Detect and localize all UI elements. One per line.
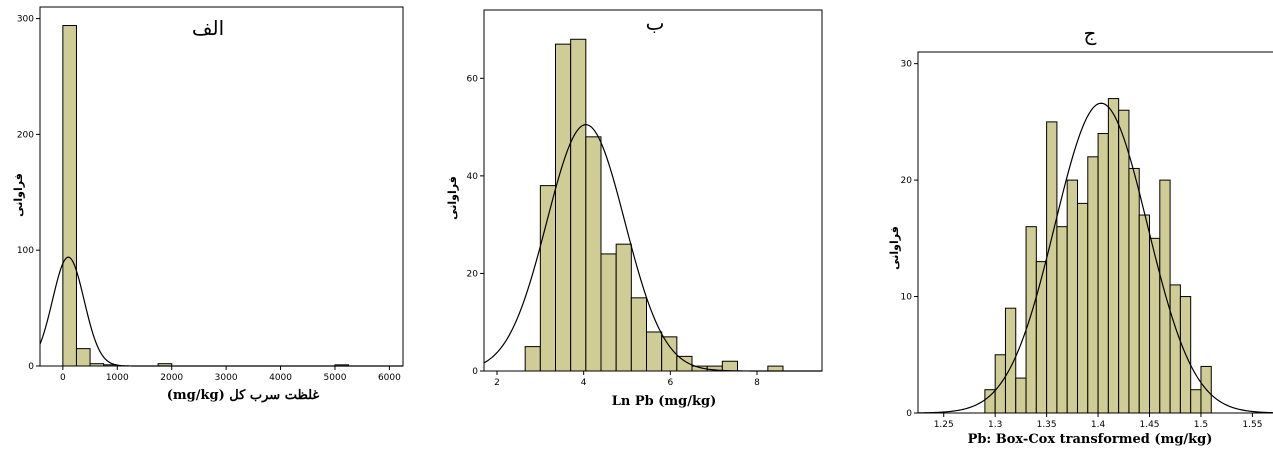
y-tick-label: 200 [17, 130, 34, 140]
panel-title: ج [1084, 21, 1097, 45]
y-tick-label: 300 [17, 15, 34, 25]
histogram-bar [555, 43, 572, 372]
y-axis-label: فراوانی [446, 176, 459, 220]
histogram-bar [539, 185, 556, 372]
y-tick-label: 0 [906, 409, 912, 419]
histogram-bar [1118, 109, 1130, 414]
y-tick-label: 60 [467, 74, 479, 84]
x-tick-label: 3000 [215, 373, 238, 383]
y-tick-label: 100 [17, 246, 34, 256]
histogram-bar [1076, 202, 1089, 414]
histogram-bar [721, 360, 738, 372]
histogram-bar [767, 365, 784, 372]
histogram-bar [75, 348, 91, 367]
histogram-bar [1169, 284, 1181, 414]
x-tick-label: 6000 [378, 373, 401, 383]
histogram-bar [984, 389, 996, 414]
x-tick-label: 1.3 [988, 420, 1002, 430]
histogram-bar [1128, 167, 1140, 414]
histogram-bar [1138, 214, 1151, 414]
histogram-bar [1056, 226, 1068, 414]
x-tick-label: 0 [60, 373, 66, 383]
x-tick-label: 8 [754, 378, 760, 388]
histogram-bar [600, 253, 617, 372]
x-tick-label: 1000 [106, 373, 129, 383]
y-tick-label: 40 [467, 172, 479, 182]
histogram-bar [585, 136, 602, 372]
histogram-bar [524, 346, 541, 372]
histogram-panel-b: 2 4 6 8 0 20 40 60 ب Ln Pb (mg/kg) فراوانی [446, 9, 823, 409]
histogram-bar [661, 336, 678, 372]
x-tick-label: 4 [581, 378, 587, 388]
x-axis-label: Pb: Box-Cox transformed (mg/kg) [968, 432, 1213, 447]
histogram-bar [1066, 179, 1078, 414]
x-tick-label: 4000 [269, 373, 292, 383]
y-tick-label: 10 [901, 293, 913, 303]
histogram-bar [1046, 121, 1058, 414]
plot-frame [483, 9, 823, 372]
panel-title: ب [646, 11, 665, 35]
x-tick-label: 1.35 [1037, 420, 1057, 430]
x-axis-label: غلظت سرب کل (mg/kg) [167, 388, 320, 403]
histogram-bar [615, 243, 632, 372]
histogram-bar [1004, 307, 1017, 414]
x-axis-label: Ln Pb (mg/kg) [612, 394, 717, 409]
histogram-bar [1159, 179, 1171, 414]
histogram-bar [1097, 133, 1109, 414]
y-axis-label: فراوانی [12, 173, 25, 217]
x-tick-label: 2 [494, 378, 500, 388]
y-tick-label: 20 [901, 176, 913, 186]
x-tick-label: 1.45 [1139, 420, 1159, 430]
y-axis-label: فراوانی [888, 226, 901, 270]
histogram-bar [1015, 377, 1027, 414]
histogram-bar [1025, 226, 1037, 414]
histogram-bar [1107, 98, 1120, 414]
x-tick-label: 1.4 [1091, 420, 1106, 430]
normal-curve [917, 102, 1273, 414]
histogram-bar [1035, 261, 1048, 414]
histogram-bar [1087, 156, 1099, 414]
histogram-panel-c: 1.25 1.3 1.35 1.4 1.45 1.5 1.55 0 10 20 30 ج Pb: Box… [888, 21, 1273, 447]
x-tick-label: 6 [667, 378, 673, 388]
x-tick-label: 5000 [324, 373, 347, 383]
normal-curve [39, 256, 403, 367]
histogram-bar [89, 363, 105, 367]
histogram-panel-a: 0 1000 2000 3000 4000 5000 6000 0 100 200 300 الف غل… [12, 6, 404, 403]
y-tick-label: 0 [28, 362, 34, 372]
x-tick-label: 2000 [160, 373, 183, 383]
plot-frame [39, 6, 404, 367]
y-tick-label: 30 [901, 60, 913, 70]
histogram-bar [630, 297, 647, 372]
y-tick-label: 0 [472, 367, 478, 377]
x-tick-label: 1.55 [1242, 420, 1262, 430]
histogram-bar [570, 38, 587, 372]
y-tick-label: 20 [467, 269, 479, 279]
histogram-bar [1190, 389, 1202, 414]
panel-title: الف [192, 16, 224, 40]
normal-curve [483, 124, 822, 372]
histogram-bar [646, 331, 663, 372]
histogram-bar [676, 355, 693, 372]
histogram-bar [62, 25, 77, 367]
histogram-bar [1149, 237, 1161, 414]
x-tick-label: 1.5 [1194, 420, 1208, 430]
x-tick-label: 1.25 [934, 420, 954, 430]
